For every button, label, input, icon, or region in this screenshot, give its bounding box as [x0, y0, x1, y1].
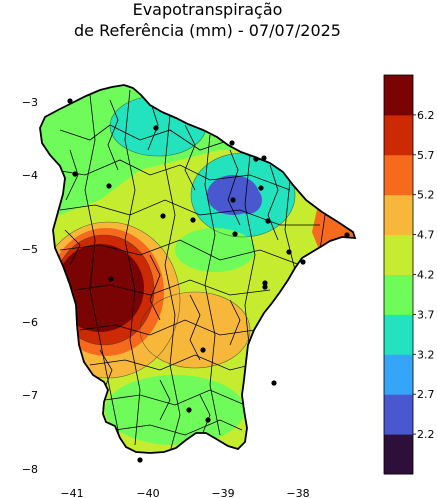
map-title-line-2: de Referência (mm) - 07/07/2025: [74, 21, 341, 40]
colorbar-segment: [384, 194, 413, 236]
station-marker: [72, 171, 78, 177]
colorbar-segment: [384, 314, 413, 355]
colorbar-tick-label: 6.2: [417, 109, 435, 122]
map-plot-area: [39, 84, 357, 463]
colorbar: 2.2 2.7 3.2 3.7 4.2 4.7 5.2 5.7 6.2: [383, 74, 435, 475]
station-marker: [344, 232, 350, 238]
contour-fill-layer: [40, 85, 355, 453]
station-marker: [261, 155, 267, 161]
station-marker: [232, 231, 238, 237]
colorbar-segment: [384, 75, 413, 116]
colorbar-segment: [384, 274, 413, 315]
colorbar-segment: [384, 154, 413, 196]
station-marker: [265, 218, 271, 224]
station-marker: [229, 140, 235, 146]
x-tick-label: −38: [286, 487, 309, 498]
colorbar-segment: [384, 394, 413, 435]
colorbar-segment: [384, 114, 413, 156]
municipal-boundaries: [54, 89, 326, 453]
y-tick-label: −4: [22, 169, 38, 182]
y-tick-label: −6: [22, 316, 38, 329]
colorbar-segment: [384, 434, 413, 475]
x-axis: −41 −40 −39 −38: [60, 487, 309, 498]
contour-3.7-4.2-center: [175, 228, 255, 272]
x-tick-label: −41: [60, 487, 83, 498]
station-marker: [271, 380, 277, 386]
station-marker: [137, 457, 143, 463]
map-title-line-1: Evapotranspiração: [132, 0, 283, 19]
station-marker: [300, 259, 306, 265]
y-tick-label: −5: [22, 243, 38, 256]
y-tick-label: −3: [22, 96, 38, 109]
colorbar-segment: [384, 234, 413, 275]
y-tick-label: −7: [22, 389, 38, 402]
station-marker: [106, 183, 112, 189]
colorbar-tick-label: 2.2: [417, 428, 435, 441]
y-tick-label: −8: [22, 463, 38, 476]
x-tick-label: −40: [136, 487, 159, 498]
contour-6.2-plus-west: [56, 244, 144, 332]
colorbar-tick-label: 3.2: [417, 348, 435, 361]
station-marker: [205, 417, 211, 423]
station-marker: [200, 347, 206, 353]
station-markers: [67, 98, 350, 463]
colorbar-tick-label: 4.2: [417, 269, 435, 282]
x-tick-label: −39: [211, 487, 234, 498]
station-marker: [186, 407, 192, 413]
colorbar-tick-label: 3.7: [417, 308, 435, 321]
colorbar-segment: [384, 354, 413, 395]
colorbar-tick-label: 5.2: [417, 189, 435, 202]
station-marker: [230, 197, 236, 203]
station-marker: [108, 276, 114, 282]
colorbar-tick-label: 4.7: [417, 229, 435, 242]
station-marker: [262, 280, 268, 286]
station-marker: [286, 249, 292, 255]
contour-5.7-6.2-coast: [312, 205, 355, 252]
station-marker: [262, 284, 268, 290]
station-marker: [258, 185, 264, 191]
state-outline: [39, 84, 357, 454]
station-marker: [67, 98, 73, 104]
station-marker: [190, 217, 196, 223]
colorbar-tick-label: 5.7: [417, 149, 435, 162]
station-marker: [160, 213, 166, 219]
y-axis: −3 −4 −5 −6 −7 −8: [22, 96, 38, 476]
colorbar-tick-label: 2.7: [417, 388, 435, 401]
station-marker: [253, 156, 259, 162]
station-marker: [153, 125, 159, 131]
